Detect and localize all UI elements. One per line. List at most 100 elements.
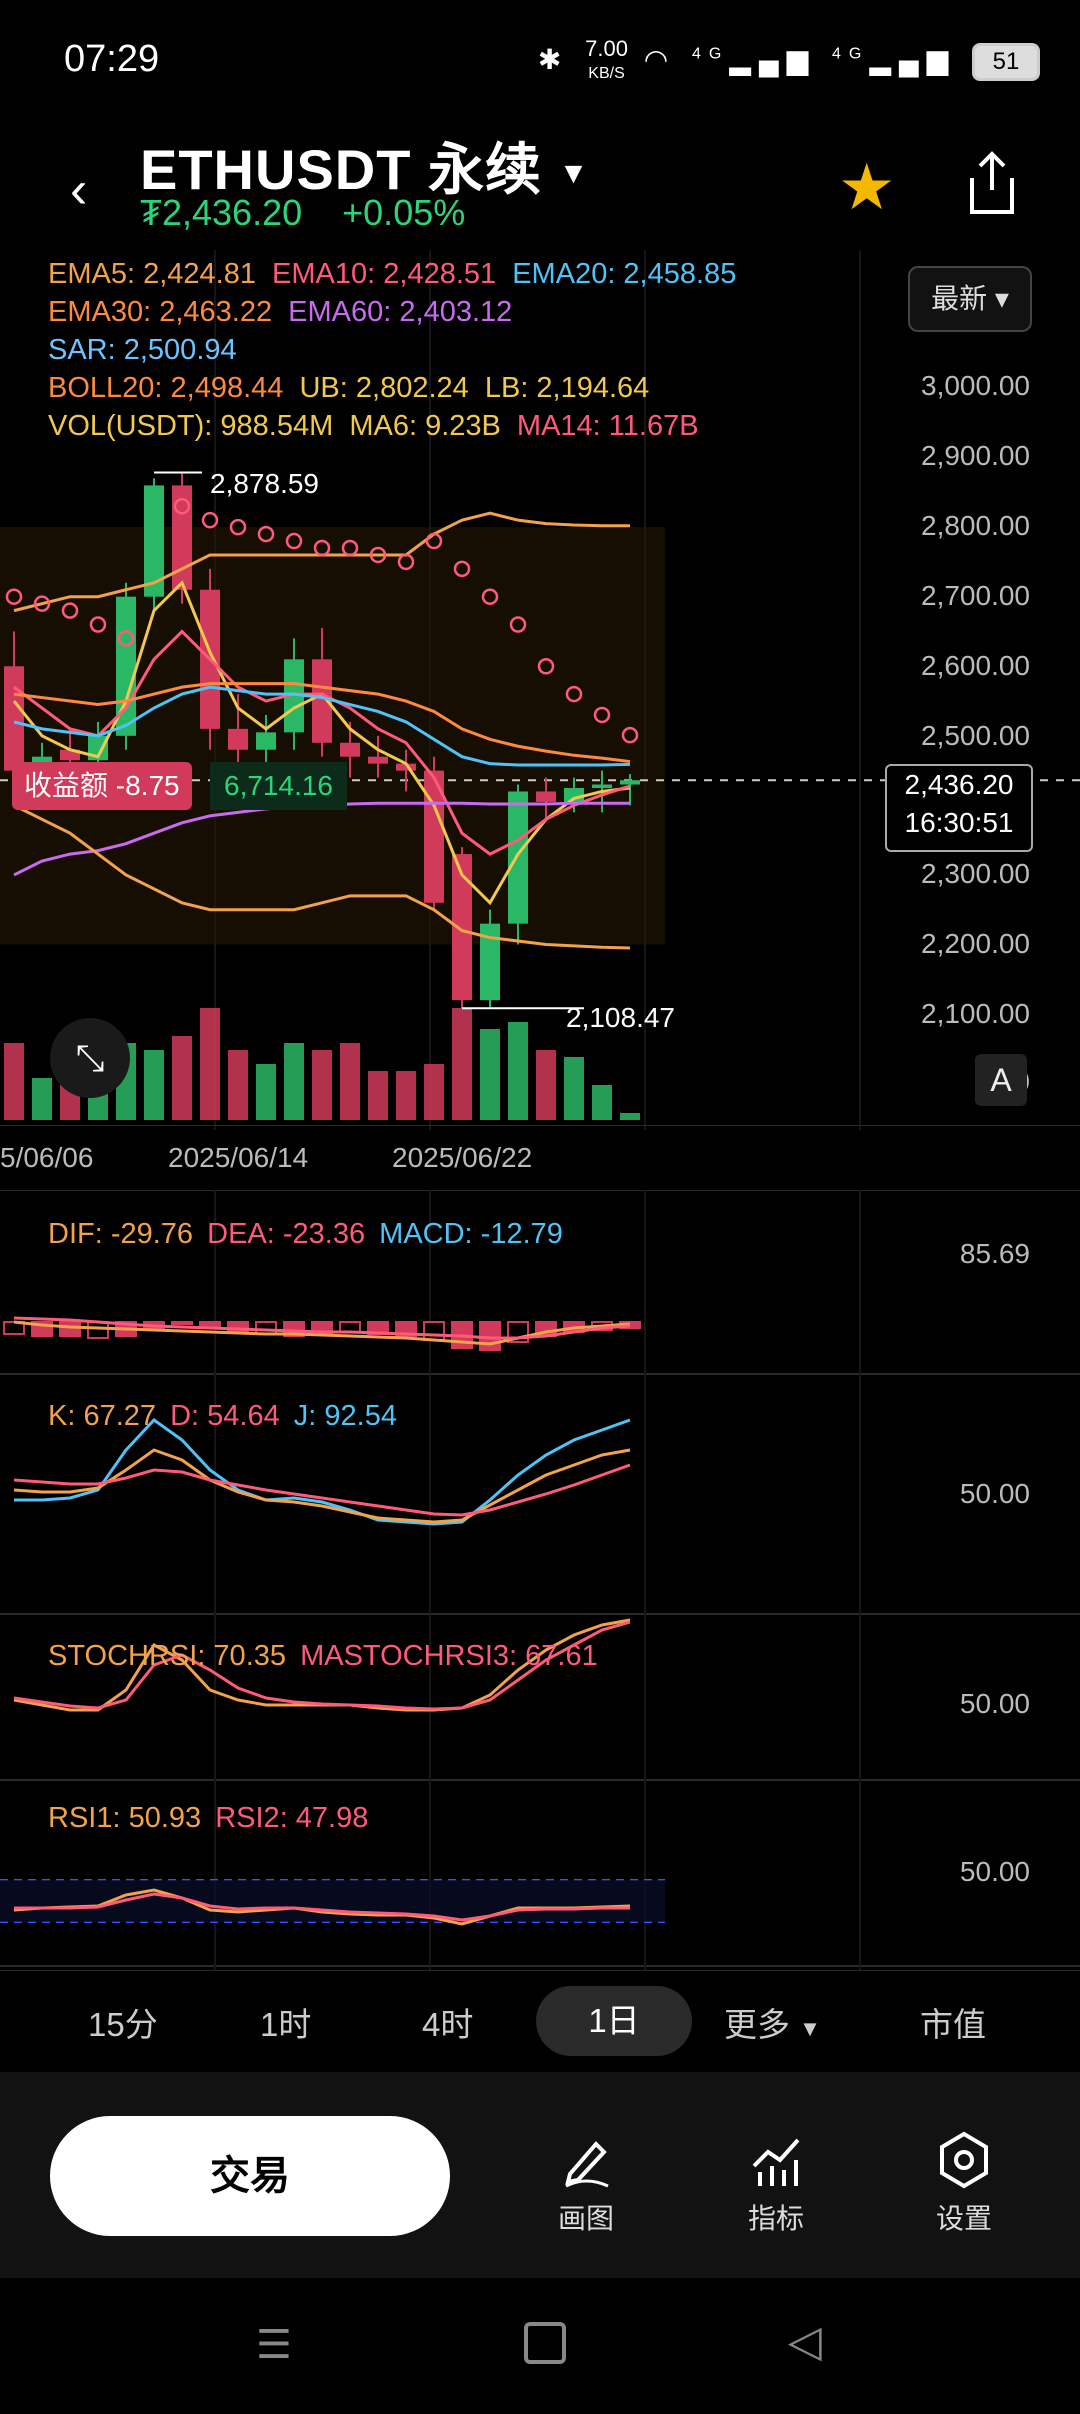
draw-tool[interactable]: 画图 bbox=[526, 2130, 646, 2237]
tab-market-cap[interactable]: 市值 bbox=[920, 2006, 986, 2043]
sar-dot bbox=[313, 539, 331, 557]
settings-icon bbox=[940, 2131, 988, 2189]
divider bbox=[0, 1970, 1080, 1971]
candle-body bbox=[480, 923, 500, 1001]
sar-dot bbox=[201, 511, 219, 529]
volume-bar bbox=[144, 1050, 164, 1120]
d-line bbox=[13, 1463, 631, 1517]
auto-scale-button[interactable]: A bbox=[975, 1054, 1027, 1106]
candle-body bbox=[396, 763, 416, 771]
stoch-legend: STOCHRSI: 70.35 MASTOCHRSI3: 67.61 bbox=[48, 1640, 598, 1672]
sar-dot bbox=[509, 616, 527, 633]
date-label: 2025/06/22 bbox=[392, 1142, 533, 1173]
latest-dropdown[interactable]: 最新 ▾ bbox=[908, 266, 1032, 332]
sar-dot bbox=[61, 602, 79, 619]
candle-body bbox=[536, 791, 556, 802]
dropdown-icon[interactable]: ▼ bbox=[558, 157, 590, 191]
home-icon[interactable] bbox=[524, 2322, 566, 2364]
indicator-panels[interactable] bbox=[0, 1190, 1080, 1970]
candle-body bbox=[4, 666, 24, 771]
status-icons: ✱ 7.00 KB/S ◠ 4G▂▄▆ 4G▂▄▆ 51 bbox=[538, 38, 1040, 85]
volume-bar bbox=[480, 1029, 500, 1120]
sar-dot bbox=[453, 560, 471, 578]
sar-dot bbox=[341, 539, 359, 557]
mastochrsi-line bbox=[13, 1620, 631, 1711]
volume-bar bbox=[508, 1022, 528, 1120]
rsi-axis-label: 50.00 bbox=[959, 1856, 1030, 1887]
price-axis-label: 2,900.00 bbox=[921, 440, 1030, 471]
net-speed: 7.00 KB/S bbox=[585, 36, 628, 83]
signal-icon: 4G▂▄▆ bbox=[691, 43, 817, 75]
macd-legend: DIF: -29.76 DEA: -23.36 MACD: -12.79 bbox=[48, 1218, 563, 1250]
tab-1h[interactable]: 1时 bbox=[260, 2006, 312, 2043]
back-nav-icon[interactable]: ◁ bbox=[788, 2317, 822, 2366]
volume-bar bbox=[536, 1050, 556, 1120]
k-line bbox=[13, 1448, 631, 1524]
tab-15m[interactable]: 15分 bbox=[88, 2006, 158, 2043]
volume-bar bbox=[564, 1057, 584, 1120]
volume-bar bbox=[32, 1078, 52, 1120]
macd-bar bbox=[171, 1321, 193, 1325]
candle-body bbox=[368, 756, 388, 764]
trade-button[interactable]: 交易 bbox=[50, 2116, 450, 2236]
menu-icon[interactable]: ☰ bbox=[256, 2323, 292, 2367]
low-label: 2,108.47 bbox=[566, 1002, 675, 1033]
position-value: 6,714.16 bbox=[210, 762, 347, 810]
sar-dot bbox=[621, 726, 639, 744]
price-axis-label: 2,200.00 bbox=[921, 928, 1030, 959]
high-label: 2,878.59 bbox=[210, 468, 319, 499]
candle-body bbox=[620, 780, 640, 785]
price-axis-label: 2,800.00 bbox=[921, 510, 1030, 541]
legend-sar: SAR: 2,500.94 bbox=[48, 334, 237, 366]
share-icon[interactable] bbox=[964, 150, 1020, 216]
macd-bar bbox=[255, 1321, 277, 1335]
price-axis-label: 2,600.00 bbox=[921, 650, 1030, 681]
sar-dot bbox=[117, 630, 135, 647]
ema30-line bbox=[13, 682, 631, 764]
macd-bar bbox=[423, 1321, 445, 1341]
sar-dot bbox=[5, 588, 23, 605]
sar-dot bbox=[33, 595, 51, 612]
symbol-title[interactable]: ETHUSDT 永续 ▼ bbox=[140, 138, 590, 201]
sar-dot bbox=[481, 588, 499, 605]
volume-bar bbox=[228, 1050, 248, 1120]
macd-bar bbox=[59, 1321, 81, 1337]
collapse-icon[interactable]: ⤡ bbox=[50, 1018, 130, 1098]
back-button[interactable]: ‹ bbox=[70, 161, 88, 219]
current-price-box: 2,436.20 16:30:51 bbox=[885, 764, 1033, 852]
main-chart[interactable] bbox=[0, 250, 1080, 1130]
candle-body bbox=[452, 854, 472, 1001]
volume-bar bbox=[256, 1064, 276, 1120]
sar-dot bbox=[89, 616, 107, 633]
tab-1d[interactable]: 1日 bbox=[536, 1986, 692, 2056]
boll-lower bbox=[13, 804, 631, 950]
star-icon[interactable]: ★ bbox=[838, 151, 896, 223]
tab-more[interactable]: 更多 ▼ bbox=[724, 2006, 821, 2043]
candle-body bbox=[256, 732, 276, 750]
sar-dot bbox=[369, 546, 387, 564]
wifi-icon: ◠ bbox=[643, 43, 677, 75]
macd-bar bbox=[87, 1321, 109, 1339]
tab-4h[interactable]: 4时 bbox=[422, 2006, 474, 2043]
price-axis-label: 2,700.00 bbox=[921, 580, 1030, 611]
candle-body bbox=[592, 784, 612, 788]
kdj-legend: K: 67.27 D: 54.64 J: 92.54 bbox=[48, 1400, 397, 1432]
rsi2-line bbox=[14, 1892, 630, 1922]
volume-bar bbox=[452, 1008, 472, 1120]
divider bbox=[0, 1125, 1080, 1126]
sar-dot bbox=[593, 706, 611, 724]
header-price-line: ₮2,436.20 +0.05% bbox=[140, 192, 465, 234]
sar-dot bbox=[537, 658, 555, 675]
dea-line bbox=[13, 1316, 631, 1340]
chevron-down-icon: ▼ bbox=[799, 2016, 821, 2041]
volume-bar bbox=[4, 1043, 24, 1120]
date-label: 2025/06/14 bbox=[168, 1142, 309, 1173]
indicator-tool[interactable]: 指标 bbox=[716, 2130, 836, 2237]
profit-badge[interactable]: 收益额 -8.75 bbox=[12, 762, 192, 810]
clock: 07:29 bbox=[64, 38, 160, 80]
volume-bar bbox=[340, 1043, 360, 1120]
stoch-axis-label: 50.00 bbox=[959, 1688, 1030, 1719]
signal-icon-2: 4G▂▄▆ bbox=[831, 43, 957, 75]
settings-tool[interactable]: 设置 bbox=[904, 2130, 1024, 2237]
sar-dot bbox=[229, 518, 247, 536]
